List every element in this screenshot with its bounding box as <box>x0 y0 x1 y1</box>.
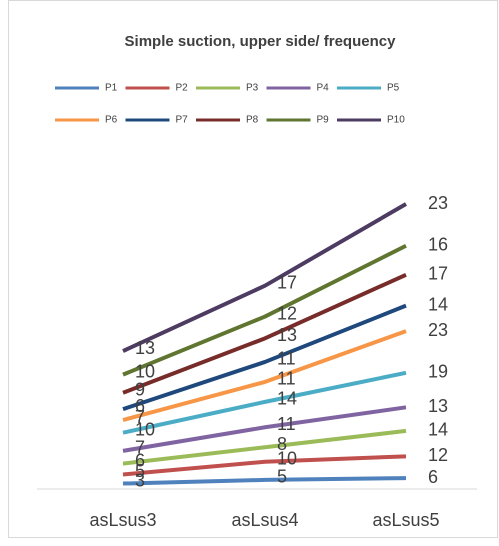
data-label: 7 <box>135 407 145 427</box>
x-tick-label: asLsus3 <box>89 510 156 530</box>
data-label: 19 <box>428 362 448 382</box>
legend-label: P7 <box>176 115 189 126</box>
series-line <box>122 454 407 477</box>
legend-label: P5 <box>387 83 400 94</box>
data-label: 10 <box>135 361 155 381</box>
data-label: 17 <box>277 272 297 292</box>
data-label: 10 <box>277 449 297 469</box>
legend-label: P10 <box>387 115 405 126</box>
series-line <box>122 405 407 453</box>
data-label: 12 <box>277 303 297 323</box>
series-line <box>122 428 407 466</box>
data-label: 6 <box>135 396 145 416</box>
data-label: 13 <box>135 338 155 358</box>
data-label: 9 <box>135 380 145 400</box>
data-label: 12 <box>428 445 448 465</box>
series-line <box>122 243 407 377</box>
data-label: 10 <box>135 419 155 439</box>
data-label: 5 <box>135 461 145 481</box>
series-line <box>122 272 407 395</box>
legend-label: P8 <box>246 115 259 126</box>
data-label: 6 <box>135 450 145 470</box>
series-line <box>122 202 408 353</box>
data-label: 17 <box>428 264 448 284</box>
series-line <box>122 370 407 435</box>
legend-label: P6 <box>105 115 118 126</box>
data-label: 11 <box>277 349 296 369</box>
data-label: 3 <box>135 470 145 490</box>
x-tick-label: asLsus4 <box>231 510 298 530</box>
data-label: 14 <box>428 420 448 440</box>
x-tick-label: asLsus5 <box>372 510 439 530</box>
legend-label: P9 <box>317 115 330 126</box>
chart-frame <box>8 0 498 538</box>
data-label: 8 <box>277 434 287 454</box>
data-label: 14 <box>277 389 297 409</box>
legend-label: P3 <box>246 83 259 94</box>
data-label: 5 <box>277 467 287 487</box>
data-label: 11 <box>277 369 296 389</box>
data-label: 23 <box>428 320 448 340</box>
data-label: 6 <box>428 467 438 487</box>
data-label: 13 <box>277 325 297 345</box>
legend-label: P1 <box>105 83 118 94</box>
series-line <box>122 303 407 412</box>
chart-title: Simple suction, upper side/ frequency <box>125 33 397 50</box>
data-label: 11 <box>277 414 296 434</box>
legend-label: P4 <box>317 83 330 94</box>
series-line <box>122 476 407 486</box>
series-line <box>122 329 407 422</box>
data-label: 23 <box>428 193 448 213</box>
data-label: 16 <box>428 235 448 255</box>
data-label: 7 <box>135 438 145 458</box>
legend-label: P2 <box>176 83 189 94</box>
data-label: 14 <box>428 294 448 314</box>
data-label: 13 <box>428 396 448 416</box>
